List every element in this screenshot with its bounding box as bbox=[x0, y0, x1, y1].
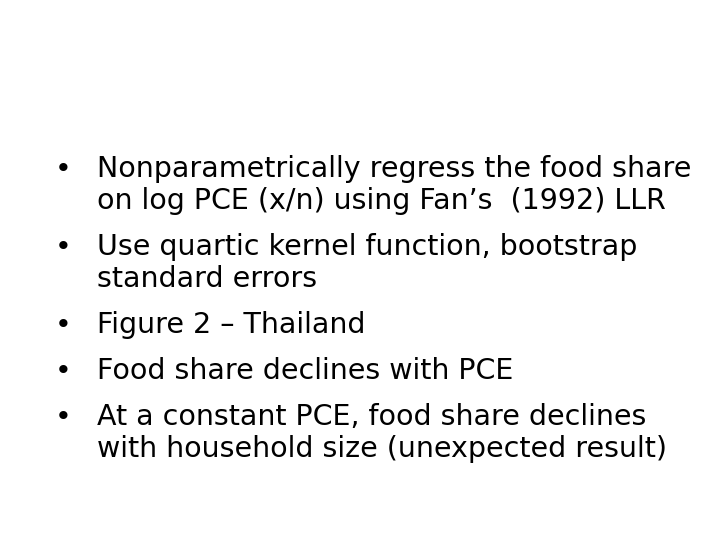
Text: on log PCE (x/n) using Fan’s  (1992) LLR: on log PCE (x/n) using Fan’s (1992) LLR bbox=[97, 187, 666, 215]
Text: •: • bbox=[55, 403, 72, 431]
Text: •: • bbox=[55, 233, 72, 261]
Text: Use quartic kernel function, bootstrap: Use quartic kernel function, bootstrap bbox=[97, 233, 637, 261]
Text: •: • bbox=[55, 155, 72, 183]
Text: with household size (unexpected result): with household size (unexpected result) bbox=[97, 435, 667, 463]
Text: Nonparametrically regress the food share: Nonparametrically regress the food share bbox=[97, 155, 691, 183]
Text: Food share declines with PCE: Food share declines with PCE bbox=[97, 357, 513, 385]
Text: At a constant PCE, food share declines: At a constant PCE, food share declines bbox=[97, 403, 647, 431]
Text: •: • bbox=[55, 357, 72, 385]
Text: standard errors: standard errors bbox=[97, 265, 317, 293]
Text: •: • bbox=[55, 311, 72, 339]
Text: Figure 2 – Thailand: Figure 2 – Thailand bbox=[97, 311, 366, 339]
